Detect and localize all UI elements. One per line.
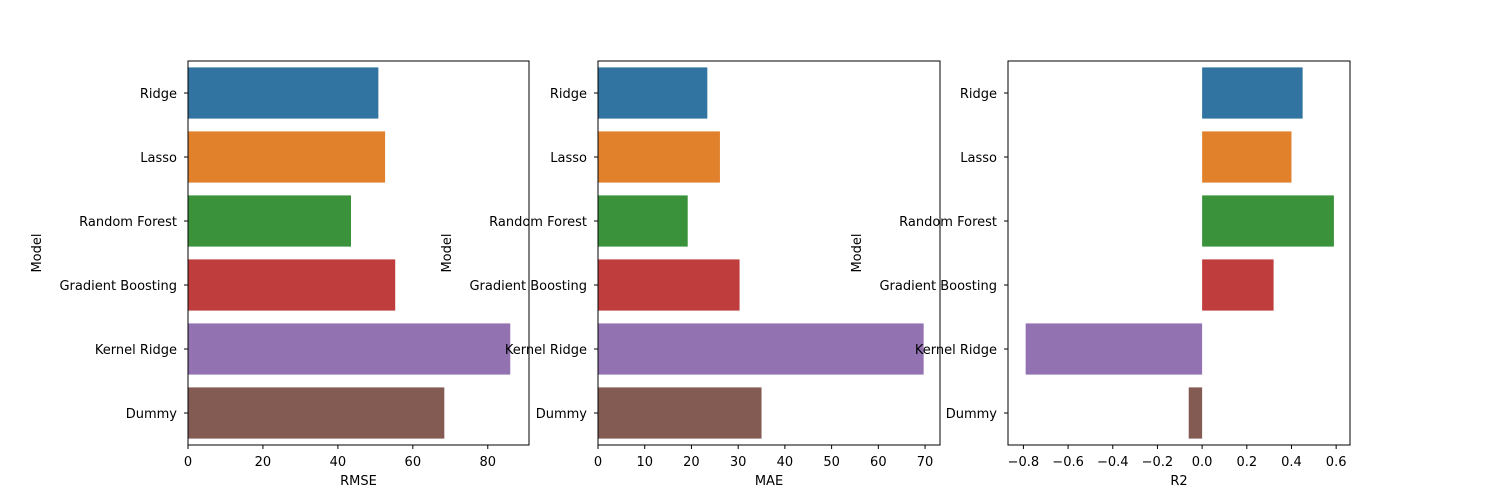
y-tick-label: Dummy [946,407,998,422]
x-axis-label: R2 [1170,474,1187,489]
bar-random-forest [598,195,688,247]
y-axis-label: Model [30,233,45,272]
bar-random-forest [1202,195,1334,247]
y-tick-label: Lasso [140,151,177,166]
x-tick-label: 40 [777,455,794,470]
y-tick-label: Kernel Ridge [505,343,587,358]
x-tick-label: −0.4 [1097,455,1129,470]
x-tick-label: 0.6 [1326,455,1347,470]
bar-lasso [188,131,386,183]
subplot-r2: Ridge Lasso Random Forest Gradient Boosting… [850,60,1351,489]
x-tick-label: 0.0 [1192,455,1213,470]
x-tick-label: 60 [405,455,422,470]
x-tick-label: 70 [917,455,934,470]
y-tick-label: Random Forest [489,215,587,230]
y-tick-label: Dummy [536,407,588,422]
bar-ridge [1202,67,1303,119]
y-tick-label: Kernel Ridge [915,343,997,358]
x-tick-label: 20 [683,455,700,470]
y-tick-label: Random Forest [899,215,997,230]
x-tick-label: 40 [330,455,347,470]
x-tick-label: 60 [870,455,887,470]
bar-kernel-ridge [1025,323,1203,375]
x-tick-label: 30 [730,455,747,470]
x-tick-label: 0.4 [1281,455,1302,470]
x-axis-label: RMSE [340,474,377,489]
x-tick-label: 80 [480,455,497,470]
bar-ridge [598,67,708,119]
y-tick-label: Random Forest [79,215,177,230]
subplot-rmse: Ridge Lasso Random Forest Gradient Boosting… [30,60,530,489]
bar-dummy [598,387,762,439]
axes-frame [187,60,530,446]
x-tick-label: −0.8 [1008,455,1040,470]
x-tick-label: −0.2 [1142,455,1174,470]
x-tick-label: 10 [636,455,653,470]
bar-kernel-ridge [188,323,511,375]
bar-gradient-boosting [598,259,740,311]
subplot-mae: Ridge Lasso Random Forest Gradient Boosting… [440,60,941,489]
y-tick-label: Ridge [960,87,997,102]
bar-gradient-boosting [1202,259,1274,311]
bar-ridge [188,67,379,119]
y-tick-label: Lasso [960,151,997,166]
y-tick-label: Gradient Boosting [879,279,997,294]
bar-kernel-ridge [598,323,924,375]
x-axis-label: MAE [755,474,783,489]
x-tick-label: 20 [255,455,272,470]
y-tick-label: Gradient Boosting [469,279,587,294]
y-tick-label: Gradient Boosting [59,279,177,294]
bar-dummy [1188,387,1203,439]
x-tick-label: 50 [823,455,840,470]
axes-frame [1007,60,1351,446]
bar-lasso [1202,131,1292,183]
y-tick-label: Ridge [550,87,587,102]
y-tick-label: Ridge [140,87,177,102]
y-tick-label: Kernel Ridge [95,343,177,358]
x-tick-label: 0 [594,455,602,470]
bar-lasso [598,131,720,183]
axes-frame [597,60,941,446]
x-tick-label: 0 [184,455,192,470]
x-tick-label: −0.6 [1052,455,1084,470]
bar-random-forest [188,195,352,247]
bar-gradient-boosting [188,259,396,311]
bar-dummy [188,387,445,439]
x-tick-label: 0.2 [1236,455,1257,470]
y-tick-label: Dummy [126,407,178,422]
y-axis-label: Model [850,233,865,272]
y-axis-label: Model [440,233,455,272]
y-tick-label: Lasso [550,151,587,166]
